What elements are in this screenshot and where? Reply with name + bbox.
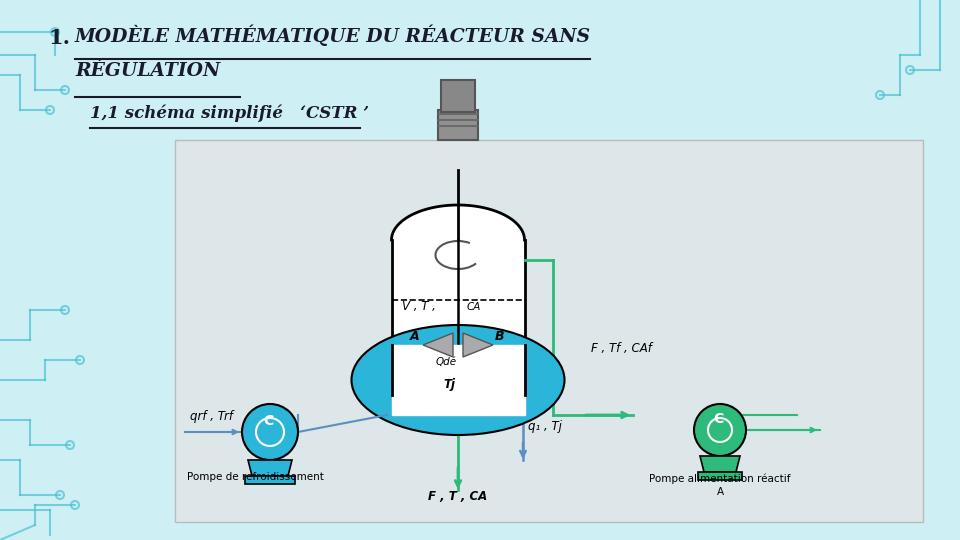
Text: q₁ , Tj: q₁ , Tj: [528, 420, 562, 433]
Text: Qdé: Qdé: [436, 357, 457, 367]
Polygon shape: [248, 460, 292, 476]
Text: RÉGULATION: RÉGULATION: [75, 62, 220, 80]
Ellipse shape: [396, 362, 519, 397]
Text: F , Tf , CAf: F , Tf , CAf: [591, 342, 652, 355]
Ellipse shape: [351, 325, 564, 435]
Text: V , T ,: V , T ,: [402, 300, 436, 313]
FancyBboxPatch shape: [175, 140, 923, 522]
Circle shape: [694, 404, 746, 456]
Circle shape: [256, 418, 284, 446]
Text: B: B: [495, 330, 505, 343]
Polygon shape: [392, 240, 525, 395]
Text: Tj: Tj: [443, 378, 455, 391]
Text: MODÈLE MATHÉMATIQUE DU RÉACTEUR SANS: MODÈLE MATHÉMATIQUE DU RÉACTEUR SANS: [75, 25, 591, 46]
Text: Pompe de refroidissement: Pompe de refroidissement: [186, 472, 324, 482]
Polygon shape: [463, 333, 493, 357]
Polygon shape: [700, 456, 740, 472]
Text: A: A: [410, 330, 420, 343]
Ellipse shape: [392, 381, 524, 409]
Text: C: C: [713, 412, 723, 426]
FancyBboxPatch shape: [441, 80, 475, 112]
Circle shape: [242, 404, 298, 460]
Text: 1.: 1.: [48, 28, 70, 48]
Text: Pompe alimentation réactif: Pompe alimentation réactif: [649, 474, 791, 484]
FancyBboxPatch shape: [438, 110, 478, 140]
Polygon shape: [392, 345, 525, 415]
Text: CA: CA: [467, 302, 481, 312]
Text: A: A: [716, 487, 724, 497]
Text: F , T , CA: F , T , CA: [428, 490, 488, 503]
FancyBboxPatch shape: [245, 476, 295, 484]
Polygon shape: [423, 333, 453, 357]
Text: qrf , Trf: qrf , Trf: [190, 410, 233, 423]
Text: 1,1 schéma simplifié   ‘CSTR ’: 1,1 schéma simplifié ‘CSTR ’: [90, 104, 369, 122]
Text: C: C: [263, 414, 274, 428]
Circle shape: [708, 418, 732, 442]
Polygon shape: [392, 205, 525, 240]
FancyBboxPatch shape: [698, 472, 742, 480]
